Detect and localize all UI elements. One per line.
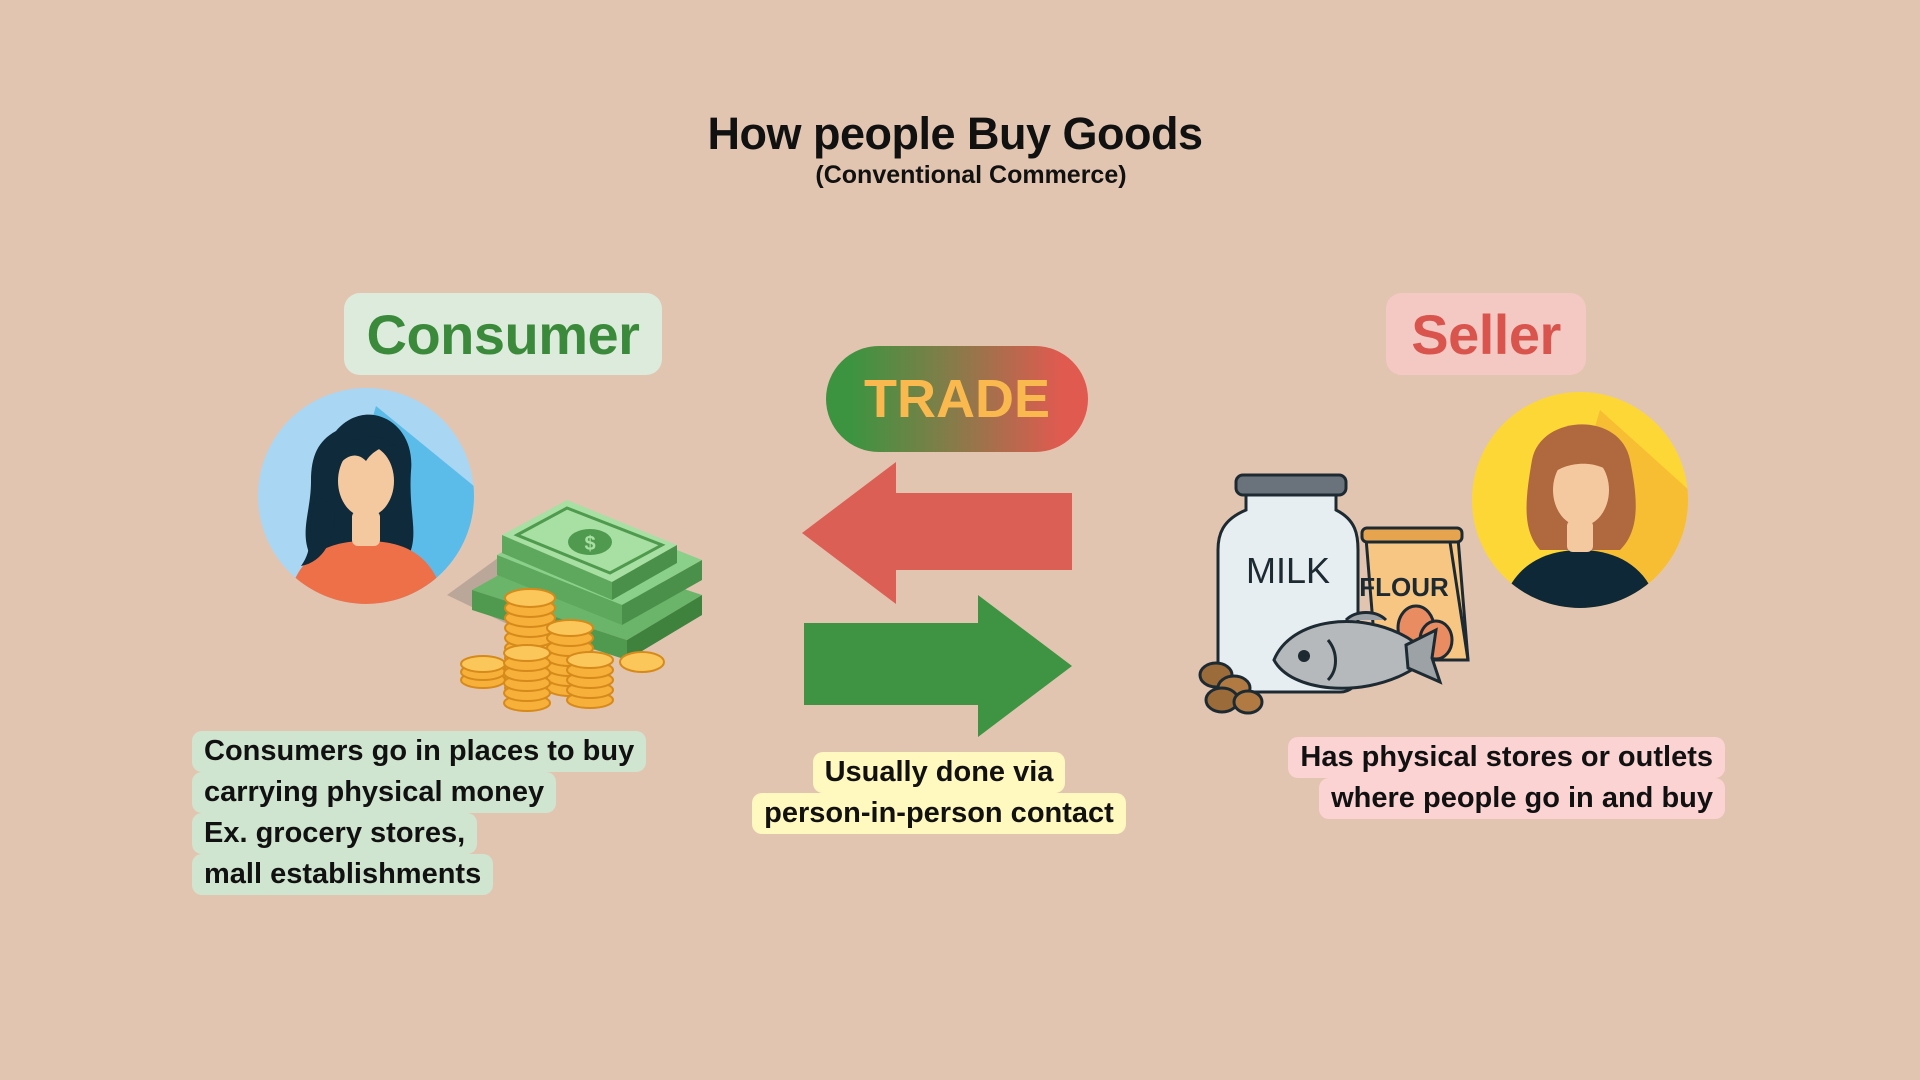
coins-icon <box>455 588 675 718</box>
seller-caption-line: where people go in and buy <box>1319 778 1725 819</box>
seller-caption: Has physical stores or outlets where peo… <box>1245 737 1725 819</box>
milk-label: MILK <box>1246 550 1330 591</box>
trade-label: TRADE <box>826 346 1088 452</box>
flour-label: FLOUR <box>1359 572 1449 602</box>
trade-caption: Usually done via person-in-person contac… <box>729 752 1149 834</box>
groceries-group: FLOUR MILK <box>1196 470 1476 720</box>
consumer-label: Consumer <box>344 293 662 375</box>
left-arrow-icon <box>802 462 1074 604</box>
consumer-caption-line: carrying physical money <box>192 772 557 813</box>
money-symbol: $ <box>584 533 595 555</box>
consumer-caption-line: Consumers go in places to buy <box>192 731 647 772</box>
seller-avatar-icon <box>1470 390 1690 610</box>
consumer-caption-line: mall establishments <box>192 854 494 895</box>
trade-caption-line: Usually done via <box>812 752 1066 793</box>
consumer-caption: Consumers go in places to buy carrying p… <box>192 731 647 895</box>
seller-label: Seller <box>1386 293 1586 375</box>
seller-caption-line: Has physical stores or outlets <box>1288 737 1725 778</box>
right-arrow-icon <box>802 595 1074 737</box>
page-subtitle: (Conventional Commerce) <box>815 161 1127 189</box>
page-title: How people Buy Goods <box>707 108 1203 159</box>
fish-icon <box>1272 611 1443 690</box>
consumer-caption-line: Ex. grocery stores, <box>192 813 478 854</box>
consumer-avatar-icon <box>256 386 476 606</box>
bread-icon <box>1198 661 1264 715</box>
trade-caption-line: person-in-person contact <box>752 793 1126 834</box>
